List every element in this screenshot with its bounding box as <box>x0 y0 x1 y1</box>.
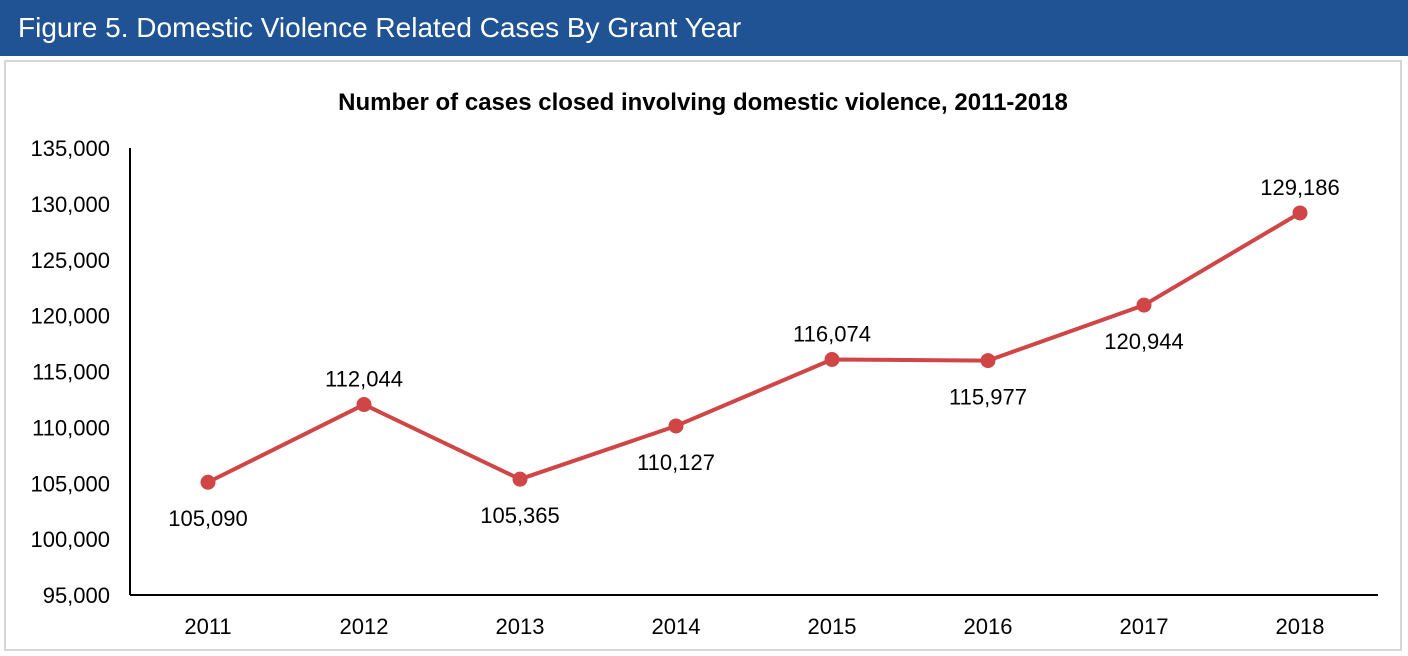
y-axis: 95,000 100,000 105,000 110,000 115,000 120,00… <box>30 136 131 608</box>
x-tick-label: 2011 <box>184 614 231 639</box>
data-label: 112,044 <box>325 367 403 392</box>
y-tick-label: 120,000 <box>30 304 110 329</box>
y-tick-label: 105,000 <box>30 471 110 496</box>
series-line <box>206 210 1302 485</box>
y-tick-label: 135,000 <box>30 136 110 161</box>
data-label: 110,127 <box>637 450 715 475</box>
x-tick-label: 2014 <box>652 614 701 639</box>
y-tick-label: 110,000 <box>32 415 110 440</box>
data-label: 115,977 <box>949 385 1027 410</box>
series <box>200 205 1308 490</box>
y-tick-label: 95,000 <box>43 583 110 608</box>
figure-title: Figure 5. Domestic Violence Related Case… <box>18 12 742 43</box>
x-tick-label: 2016 <box>964 614 1013 639</box>
data-labels: 105,090 112,044 105,365 110,127 116,074 115,9… <box>168 175 1340 531</box>
x-tick-label: 2018 <box>1276 614 1325 639</box>
data-label: 129,186 <box>1260 175 1340 200</box>
data-point <box>200 474 216 490</box>
x-axis: 2011 2012 2013 2014 2015 2016 2017 2018 <box>130 594 1378 639</box>
chart-frame <box>4 60 1402 651</box>
data-point <box>668 418 684 434</box>
data-label: 105,090 <box>168 506 248 531</box>
data-point <box>1292 205 1308 221</box>
data-point <box>980 353 996 369</box>
data-point <box>824 351 840 367</box>
data-label: 105,365 <box>480 503 560 528</box>
x-tick-label: 2017 <box>1120 614 1169 639</box>
data-label: 116,074 <box>793 321 871 346</box>
x-tick-label: 2015 <box>808 614 857 639</box>
x-tick-label: 2013 <box>496 614 545 639</box>
chart-title: Number of cases closed involving domesti… <box>338 89 1068 116</box>
x-tick-label: 2012 <box>340 614 389 639</box>
y-tick-label: 130,000 <box>30 192 110 217</box>
y-tick-label: 125,000 <box>30 248 110 273</box>
y-tick-label: 100,000 <box>30 527 110 552</box>
data-label: 120,944 <box>1104 329 1184 354</box>
data-point <box>356 397 372 413</box>
data-point <box>512 471 528 487</box>
figure-title-bar: Figure 5. Domestic Violence Related Case… <box>0 0 1408 56</box>
y-tick-label: 115,000 <box>32 360 110 385</box>
data-point <box>1136 297 1152 313</box>
